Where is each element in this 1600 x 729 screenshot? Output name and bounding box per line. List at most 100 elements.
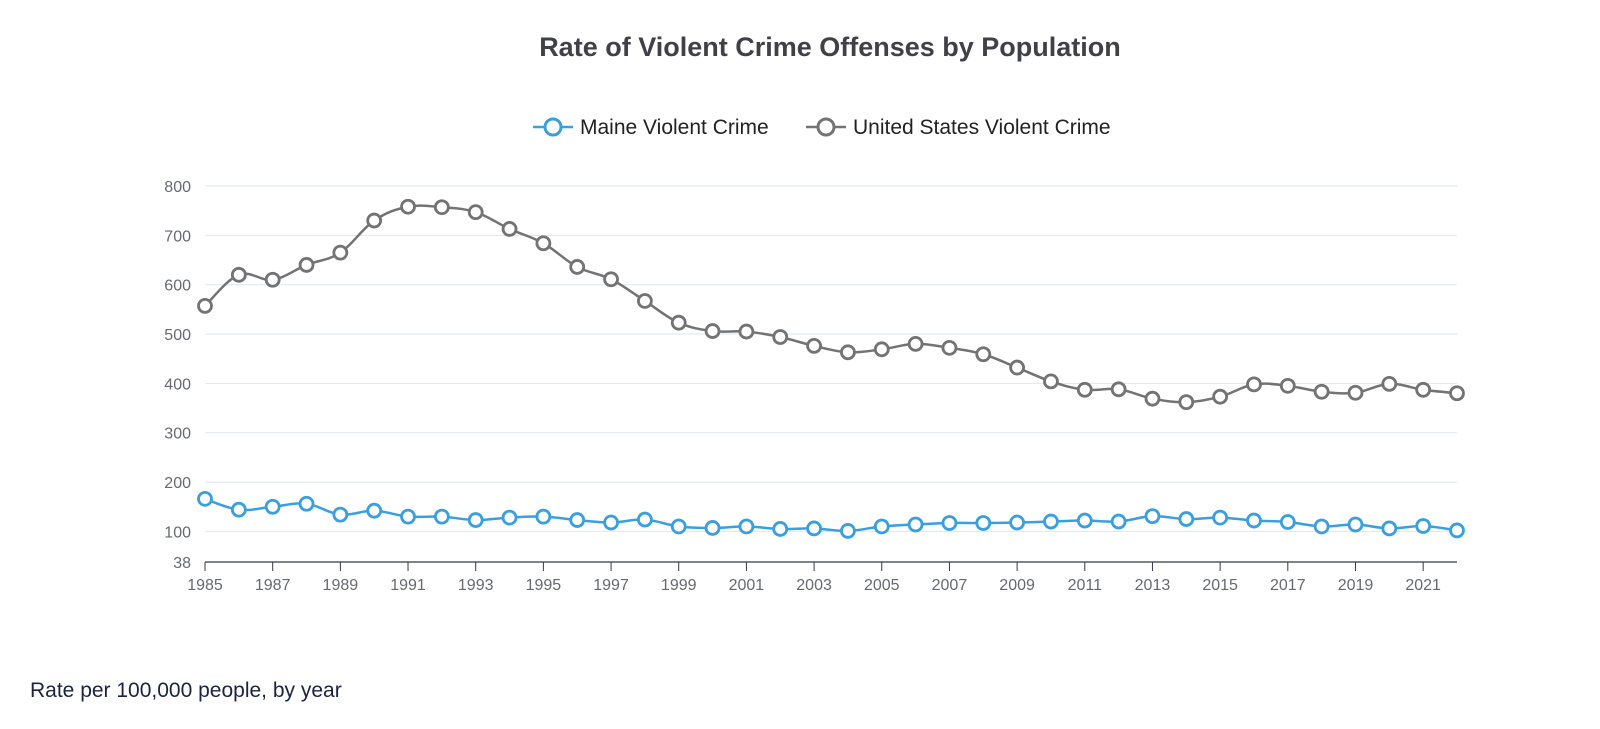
data-point-maine-1991[interactable]: [400, 508, 416, 525]
x-tick-label-2017: 2017: [1270, 577, 1306, 594]
data-point-maine-1986[interactable]: [230, 501, 247, 518]
data-point-united-states-1990[interactable]: [366, 212, 383, 229]
y-tick-label-600: 600: [164, 278, 191, 295]
data-point-united-states-2017[interactable]: [1279, 377, 1296, 394]
data-point-maine-2017[interactable]: [1279, 514, 1296, 530]
data-point-united-states-1996[interactable]: [569, 259, 586, 275]
data-point-maine-2009[interactable]: [1009, 514, 1026, 531]
data-point-united-states-2022[interactable]: [1449, 385, 1465, 402]
data-point-united-states-1986[interactable]: [230, 266, 247, 283]
y-tick-label-400: 400: [164, 376, 191, 393]
data-point-maine-2015[interactable]: [1212, 509, 1229, 526]
data-point-united-states-2018[interactable]: [1313, 383, 1330, 400]
data-point-maine-2014[interactable]: [1178, 511, 1195, 527]
data-point-united-states-1989[interactable]: [332, 244, 349, 261]
data-point-united-states-1992[interactable]: [433, 199, 450, 216]
data-point-united-states-2008[interactable]: [975, 346, 992, 363]
data-point-maine-1999[interactable]: [670, 518, 687, 535]
data-point-united-states-2014[interactable]: [1178, 394, 1195, 411]
x-tick-label-1995: 1995: [526, 577, 562, 594]
data-point-maine-2008[interactable]: [975, 515, 992, 531]
y-gridlines: [205, 185, 1457, 532]
data-point-maine-2007[interactable]: [941, 515, 958, 531]
y-tick-label-38: 38: [173, 555, 191, 572]
data-point-united-states-1999[interactable]: [670, 314, 687, 331]
data-point-united-states-1991[interactable]: [400, 198, 416, 215]
y-tick-label-100: 100: [164, 524, 191, 541]
data-point-united-states-1994[interactable]: [501, 221, 518, 237]
data-point-united-states-2009[interactable]: [1009, 359, 1026, 376]
x-tick-label-1999: 1999: [661, 577, 697, 594]
data-point-united-states-2010[interactable]: [1043, 373, 1059, 390]
data-point-maine-2021[interactable]: [1415, 518, 1432, 534]
data-point-maine-2005[interactable]: [873, 518, 890, 535]
data-point-maine-2010[interactable]: [1043, 513, 1059, 530]
data-point-maine-1985[interactable]: [197, 490, 213, 507]
data-point-maine-2011[interactable]: [1076, 512, 1093, 529]
data-point-maine-2020[interactable]: [1381, 520, 1398, 537]
data-point-maine-1988[interactable]: [298, 495, 315, 512]
data-point-united-states-2019[interactable]: [1347, 384, 1364, 401]
data-point-maine-2019[interactable]: [1347, 516, 1364, 533]
data-point-united-states-1995[interactable]: [535, 235, 552, 252]
data-point-united-states-2020[interactable]: [1381, 375, 1398, 392]
data-point-united-states-1987[interactable]: [264, 271, 281, 288]
data-point-maine-2016[interactable]: [1246, 512, 1262, 529]
data-point-united-states-2011[interactable]: [1076, 381, 1093, 398]
x-tick-label-1991: 1991: [390, 577, 426, 594]
data-point-maine-1994[interactable]: [501, 509, 518, 526]
data-point-united-states-2015[interactable]: [1212, 388, 1229, 405]
data-point-maine-2000[interactable]: [704, 520, 721, 536]
legend-item-maine[interactable]: Maine Violent Crime: [533, 116, 769, 139]
data-point-united-states-2006[interactable]: [907, 336, 924, 352]
data-point-maine-2002[interactable]: [772, 521, 789, 537]
data-point-united-states-2012[interactable]: [1110, 381, 1127, 398]
y-tick-label-500: 500: [164, 327, 191, 344]
x-tick-label-2003: 2003: [796, 577, 832, 594]
data-point-maine-1995[interactable]: [535, 508, 552, 525]
data-point-united-states-2007[interactable]: [941, 339, 958, 356]
y-tick-label-700: 700: [164, 228, 191, 245]
data-point-united-states-1985[interactable]: [197, 298, 213, 314]
data-point-united-states-2021[interactable]: [1415, 381, 1432, 398]
data-point-maine-2022[interactable]: [1449, 522, 1465, 539]
data-point-united-states-2002[interactable]: [772, 329, 789, 345]
data-point-maine-1990[interactable]: [366, 502, 383, 519]
data-point-united-states-2000[interactable]: [704, 323, 721, 339]
data-point-maine-1993[interactable]: [467, 512, 484, 528]
data-point-maine-2018[interactable]: [1313, 518, 1330, 535]
data-point-maine-2003[interactable]: [806, 520, 822, 537]
data-point-maine-2001[interactable]: [738, 518, 755, 535]
data-point-united-states-2005[interactable]: [873, 341, 890, 358]
data-point-maine-1997[interactable]: [603, 514, 619, 531]
chart-caption: Rate per 100,000 people, by year: [30, 679, 342, 702]
data-point-maine-2006[interactable]: [907, 516, 924, 533]
x-tick-label-2013: 2013: [1135, 577, 1171, 594]
x-tick-label-2005: 2005: [864, 577, 900, 594]
data-point-maine-2012[interactable]: [1110, 513, 1127, 530]
data-point-maine-2004[interactable]: [840, 523, 856, 539]
data-point-united-states-2016[interactable]: [1246, 376, 1262, 393]
data-point-united-states-2004[interactable]: [840, 344, 856, 361]
data-point-united-states-1993[interactable]: [467, 204, 484, 221]
series-layer: [197, 198, 1465, 539]
x-tick-label-2015: 2015: [1202, 577, 1238, 594]
legend-item-united-states[interactable]: United States Violent Crime: [806, 116, 1111, 139]
data-point-united-states-2013[interactable]: [1144, 390, 1161, 407]
data-point-united-states-2003[interactable]: [806, 337, 822, 354]
data-point-maine-1992[interactable]: [433, 508, 450, 525]
data-point-maine-1989[interactable]: [332, 506, 349, 523]
y-axis-ticks: 38 100 200 300 400 500 600 700 800: [164, 179, 191, 572]
data-point-maine-1987[interactable]: [264, 498, 281, 515]
data-point-united-states-1998[interactable]: [636, 293, 653, 309]
data-point-maine-1996[interactable]: [569, 512, 586, 528]
series-maine: [197, 490, 1465, 539]
data-point-maine-1998[interactable]: [636, 511, 653, 528]
data-point-maine-2013[interactable]: [1144, 508, 1161, 525]
legend-label-maine: Maine Violent Crime: [580, 116, 769, 139]
data-point-united-states-1988[interactable]: [298, 257, 315, 273]
data-point-united-states-2001[interactable]: [738, 323, 755, 340]
y-tick-label-800: 800: [164, 179, 191, 196]
data-point-united-states-1997[interactable]: [603, 271, 619, 288]
